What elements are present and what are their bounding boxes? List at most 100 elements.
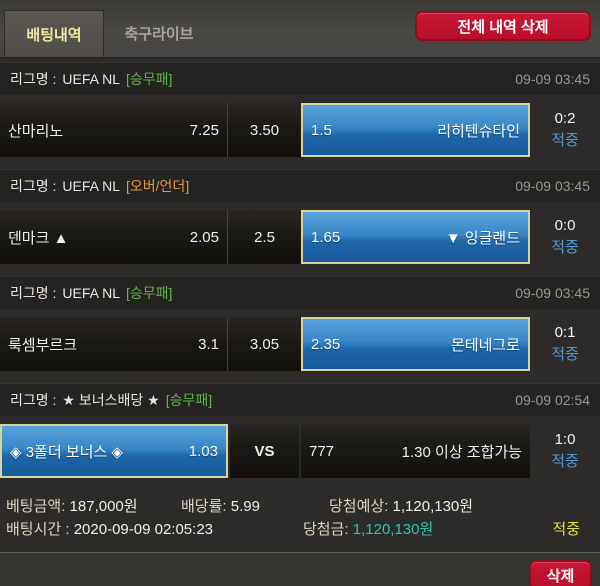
bonus-name: ◈ 3폴더 보너스 ◈	[10, 443, 123, 461]
match-section-1: 리그명 : UEFA NL [승무패] 09-09 03:45 산마리노 7.2…	[0, 62, 600, 165]
bonus-condition: 1.30 이상 조합가능	[401, 443, 522, 461]
bet-cell-away-selected: 2.35 몬테네그로	[301, 317, 530, 371]
bet-amount: 베팅금액: 187,000원	[6, 495, 181, 516]
league-name: UEFA NL	[62, 71, 121, 87]
score: 0:2	[554, 110, 576, 127]
match-datetime: 09-09 03:45	[515, 71, 590, 87]
prize: 당첨금: 1,120,130원	[303, 518, 433, 539]
score: 1:0	[554, 431, 576, 448]
bet-cell-over: 덴마크 ▲ 2.05	[0, 210, 228, 264]
tab-betting-history[interactable]: 배팅내역	[4, 10, 104, 57]
bonus-odds: 1.03	[188, 442, 218, 460]
hit-status: 적중	[551, 346, 579, 363]
prize-value: 1,120,130원	[352, 521, 434, 538]
overall-hit-status: 적중	[552, 521, 580, 538]
bonus-right-value: 777	[309, 442, 335, 460]
home-odds: 7.25	[189, 121, 219, 139]
away-team-name: 몬테네그로	[450, 336, 520, 354]
bet-cell-baseline: 2.5	[228, 210, 301, 264]
hit-status: 적중	[551, 132, 579, 149]
market-type: [오버/언더]	[126, 178, 190, 194]
match-datetime: 09-09 02:54	[515, 392, 590, 408]
bet-cell-away-selected: 1.5 리히텐슈타인	[301, 103, 530, 157]
score: 0:1	[554, 324, 576, 341]
bottom-bar: 삭제	[0, 552, 600, 586]
home-team-name: 덴마크 ▲	[8, 229, 69, 247]
league-name: UEFA NL	[62, 178, 121, 194]
away-team-name: ▼ 잉글랜드	[445, 229, 520, 247]
match-header: 리그명 : UEFA NL [승무패] 09-09 03:45	[0, 276, 600, 309]
hit-status: 적중	[551, 239, 579, 256]
match-header: 리그명 : UEFA NL [승무패] 09-09 03:45	[0, 62, 600, 95]
away-odds: 2.35	[311, 335, 341, 353]
tab-betting-history-label: 배팅내역	[26, 26, 82, 44]
expected-prize-label: 당첨예상:	[329, 498, 389, 515]
home-team-name: 룩셈부르크	[8, 336, 78, 354]
home-team-name: 산마리노	[8, 122, 64, 140]
bet-cell-bonus-selected: ◈ 3폴더 보너스 ◈ 1.03	[0, 424, 228, 478]
delete-all-button-label: 전체 내역 삭제	[457, 18, 549, 36]
expected-prize-value: 1,120,130원	[392, 498, 474, 515]
bet-time: 배팅시간 : 2020-09-09 02:05:23	[6, 518, 303, 539]
market-type: [승무패]	[126, 71, 173, 87]
league-name: UEFA NL	[62, 285, 121, 301]
total-odds-label: 배당률:	[181, 498, 227, 515]
under-odds: 1.65	[311, 228, 341, 246]
market-type: [승무패]	[165, 392, 213, 408]
bet-row: 산마리노 7.25 3.50 1.5 리히텐슈타인 0:2 적중	[0, 95, 600, 165]
match-datetime: 09-09 03:45	[515, 285, 590, 301]
market-type: [승무패]	[126, 285, 173, 301]
bet-cell-home: 룩셈부르크 3.1	[0, 317, 228, 371]
result-column: 0:1 적중	[530, 322, 600, 366]
result-column: 1:0 적중	[530, 429, 600, 473]
league-label: 리그명 :	[10, 392, 57, 408]
away-team-name: 리히텐슈타인	[437, 122, 520, 140]
vs-cell: VS	[230, 424, 299, 478]
draw-odds: 3.50	[249, 121, 280, 139]
score: 0:0	[554, 217, 576, 234]
total-odds: 배당률: 5.99	[181, 495, 329, 516]
bet-summary: 베팅금액: 187,000원 배당률: 5.99 당첨예상: 1,120,130…	[0, 486, 600, 540]
match-header: 리그명 : UEFA NL [오버/언더] 09-09 03:45	[0, 169, 600, 202]
delete-all-button[interactable]: 전체 내역 삭제	[415, 11, 591, 41]
home-odds: 3.1	[198, 335, 219, 353]
bet-row: ◈ 3폴더 보너스 ◈ 1.03 VS 777 1.30 이상 조합가능 1:0…	[0, 416, 600, 486]
bet-list: 리그명 : UEFA NL [승무패] 09-09 03:45 산마리노 7.2…	[0, 58, 600, 540]
bet-row: 덴마크 ▲ 2.05 2.5 1.65 ▼ 잉글랜드 0:0 적중	[0, 202, 600, 272]
prize-label: 당첨금:	[303, 521, 349, 538]
bet-amount-label: 베팅금액:	[6, 498, 66, 515]
bet-row: 룩셈부르크 3.1 3.05 2.35 몬테네그로 0:1 적중	[0, 309, 600, 379]
bet-cell-under-selected: 1.65 ▼ 잉글랜드	[301, 210, 530, 264]
summary-line-2: 배팅시간 : 2020-09-09 02:05:23 당첨금: 1,120,13…	[6, 517, 600, 540]
baseline-value: 2.5	[254, 228, 275, 246]
tab-soccer-live[interactable]: 축구라이브	[104, 10, 214, 57]
bet-time-value: 2020-09-09 02:05:23	[73, 521, 214, 538]
bet-time-label: 배팅시간 :	[6, 521, 70, 538]
away-odds: 1.5	[311, 121, 332, 139]
hit-status: 적중	[551, 453, 579, 470]
league-label: 리그명 :	[10, 178, 57, 194]
bet-cell-bonus-right: 777 1.30 이상 조합가능	[301, 424, 530, 478]
match-section-2: 리그명 : UEFA NL [오버/언더] 09-09 03:45 덴마크 ▲ …	[0, 169, 600, 272]
summary-line-1: 베팅금액: 187,000원 배당률: 5.99 당첨예상: 1,120,130…	[6, 494, 600, 517]
total-odds-value: 5.99	[230, 498, 260, 515]
bet-amount-value: 187,000원	[69, 498, 138, 515]
tab-soccer-live-label: 축구라이브	[124, 26, 194, 43]
result-column: 0:2 적중	[530, 108, 600, 152]
tab-bar: 배팅내역 축구라이브 전체 내역 삭제	[0, 0, 600, 58]
match-section-3: 리그명 : UEFA NL [승무패] 09-09 03:45 룩셈부르크 3.…	[0, 276, 600, 379]
bet-cell-home: 산마리노 7.25	[0, 103, 228, 157]
expected-prize: 당첨예상: 1,120,130원	[329, 495, 473, 516]
delete-button[interactable]: 삭제	[529, 560, 592, 586]
result-column: 0:0 적중	[530, 215, 600, 259]
over-odds: 2.05	[189, 228, 219, 246]
league-label: 리그명 :	[10, 285, 57, 301]
league-name: ★ 보너스배당 ★	[62, 392, 160, 408]
match-section-bonus: 리그명 : ★ 보너스배당 ★ [승무패] 09-09 02:54 ◈ 3폴더 …	[0, 383, 600, 486]
delete-button-label: 삭제	[546, 567, 575, 585]
match-header: 리그명 : ★ 보너스배당 ★ [승무패] 09-09 02:54	[0, 383, 600, 416]
bet-cell-draw: 3.50	[228, 103, 301, 157]
league-label: 리그명 :	[10, 71, 57, 87]
bet-cell-draw: 3.05	[228, 317, 301, 371]
